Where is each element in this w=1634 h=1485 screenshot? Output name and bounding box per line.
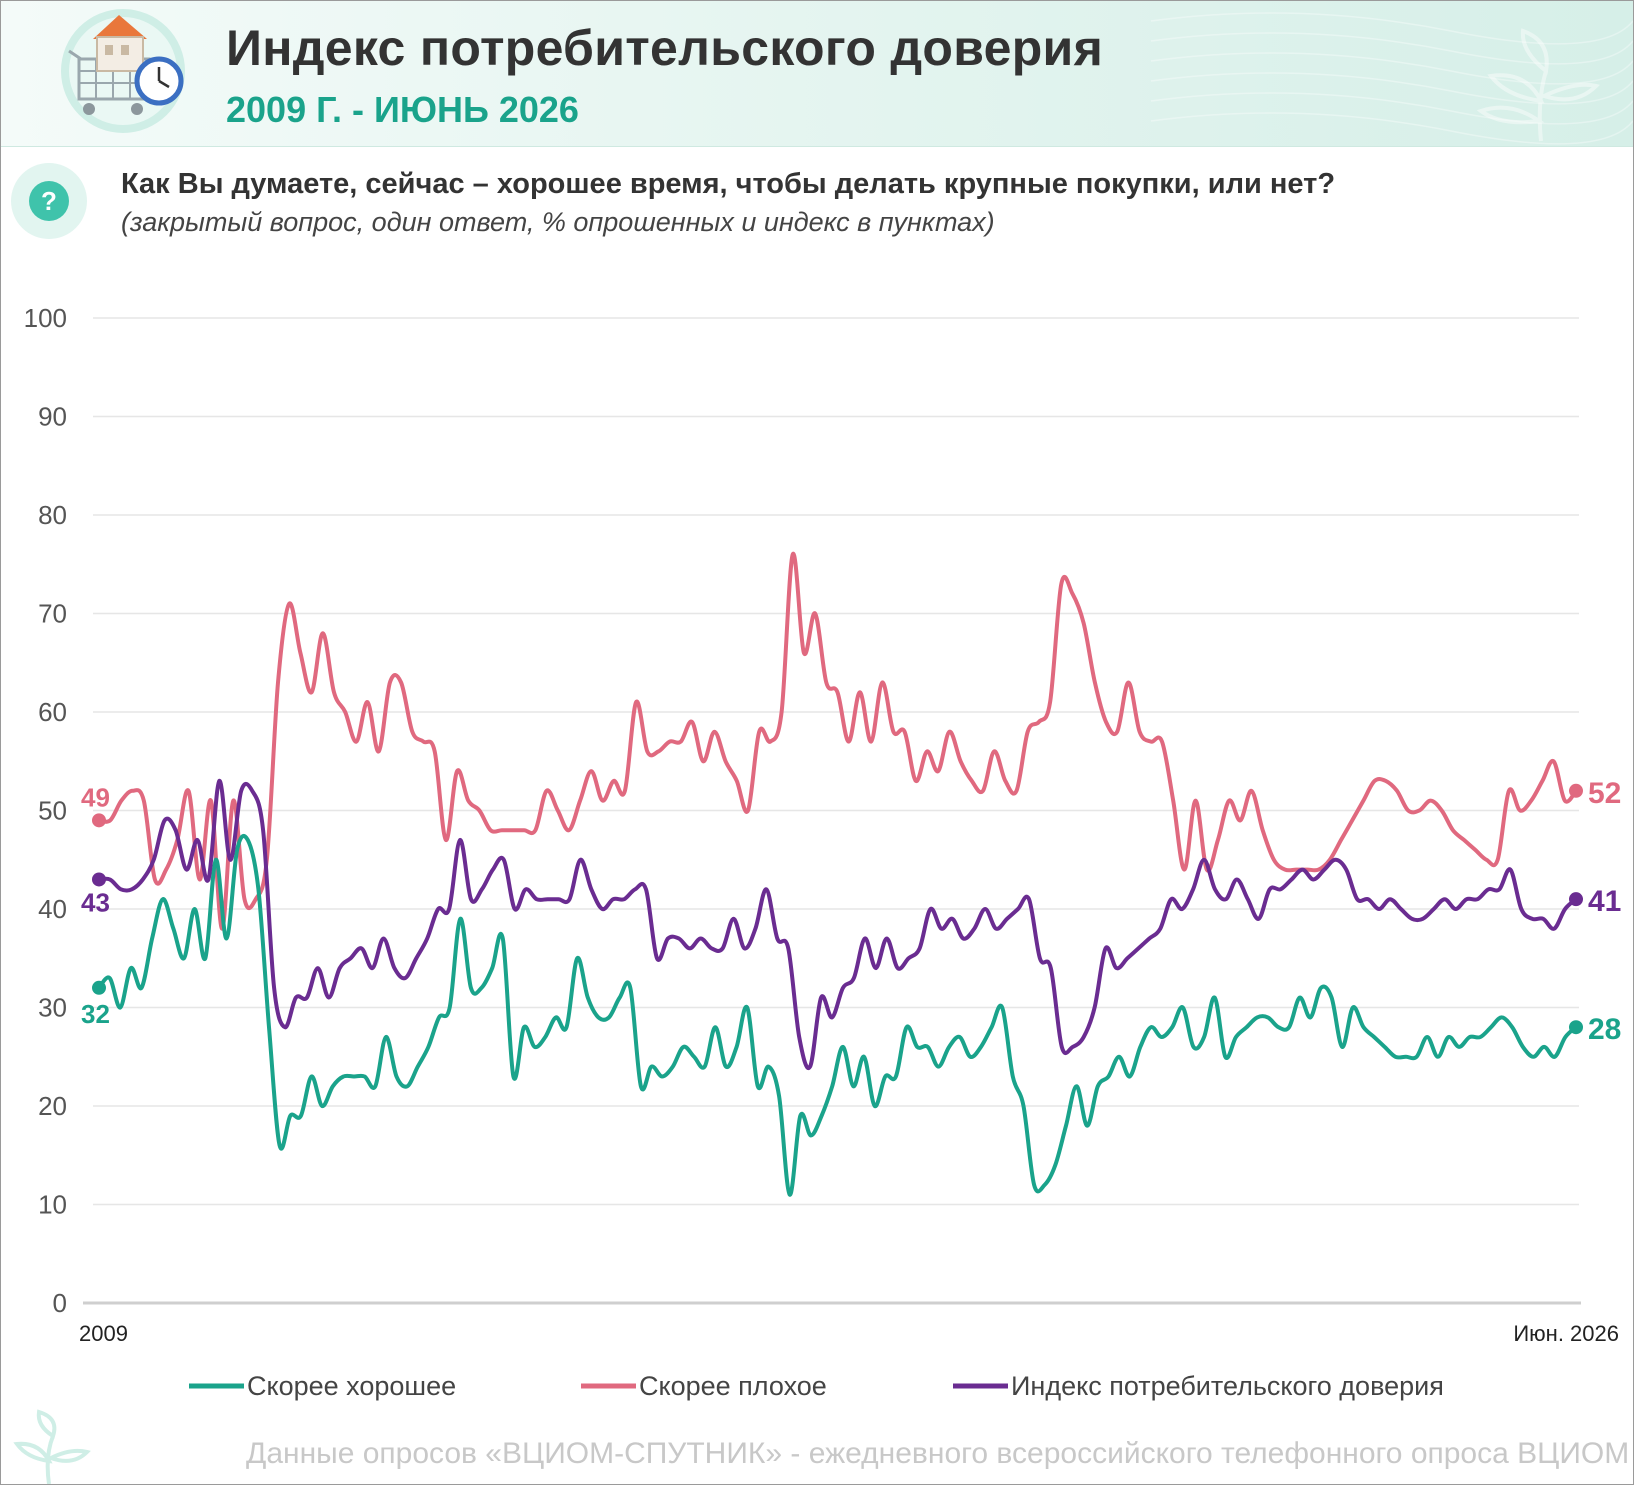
y-tick-label: 40 <box>38 894 67 924</box>
page-subtitle: 2009 Г. - ИЮНЬ 2026 <box>226 89 579 130</box>
series-start-point <box>92 813 106 828</box>
y-tick-label: 90 <box>38 402 67 432</box>
page-title: Индекс потребительского доверия <box>226 20 1104 76</box>
series-end-point <box>1569 1020 1583 1035</box>
y-tick-label: 100 <box>24 303 67 333</box>
question-text: Как Вы думаете, сейчас – хорошее время, … <box>121 168 1336 200</box>
leaf-decoration-icon <box>1476 28 1600 142</box>
leaf-decoration-icon <box>13 1409 91 1484</box>
series-start-label: 32 <box>81 999 110 1029</box>
x-tick-label-end: Июн. 2026 <box>1513 1321 1619 1346</box>
series-end-label: 52 <box>1588 777 1621 810</box>
y-axis-ticks: 0 10 20 30 40 50 60 70 80 90 100 <box>24 303 67 1318</box>
legend-label: Скорее хорошее <box>247 1371 456 1401</box>
y-tick-label: 70 <box>38 599 67 629</box>
series-line-2 <box>98 778 1578 1071</box>
header-decoration <box>61 9 1633 145</box>
series-end-point <box>1569 783 1583 798</box>
question-icon: ? <box>11 163 87 239</box>
y-tick-label: 20 <box>38 1091 67 1121</box>
series-start-label: 49 <box>81 782 110 812</box>
house-cart-clock-icon <box>61 9 185 133</box>
series-end-point <box>1569 892 1583 907</box>
series-line-0 <box>97 833 1578 1197</box>
y-tick-label: 10 <box>38 1190 67 1220</box>
legend-item-2: Индекс потребительского доверия <box>953 1371 1444 1401</box>
series-start-label: 43 <box>81 887 110 917</box>
series-lines: 49 52 32 28 43 41 <box>81 552 1621 1197</box>
y-tick-label: 50 <box>38 796 67 826</box>
wave-pattern <box>1150 12 1633 145</box>
source-note: Данные опросов «ВЦИОМ-СПУТНИК» - ежеднев… <box>246 1437 1630 1470</box>
legend-item-0: Скорее хорошее <box>189 1371 456 1401</box>
y-tick-label: 60 <box>38 697 67 727</box>
series-start-point <box>92 872 106 887</box>
svg-text:?: ? <box>41 186 57 216</box>
legend-label: Индекс потребительского доверия <box>1011 1371 1444 1401</box>
legend-item-1: Скорее плохое <box>581 1371 827 1401</box>
line-chart: 0 10 20 30 40 50 60 70 80 90 100 2009 Июн. 2026 49… <box>24 303 1622 1401</box>
series-line-1 <box>98 552 1578 931</box>
y-tick-label: 0 <box>53 1288 67 1318</box>
series-end-label: 41 <box>1588 885 1621 918</box>
header-banner: Индекс потребительского доверия 2009 Г. … <box>1 1 1633 147</box>
legend-label: Скорее плохое <box>639 1371 827 1401</box>
question-note: (закрытый вопрос, один ответ, % опрошенн… <box>121 207 995 237</box>
grid <box>93 317 1579 1206</box>
y-tick-label: 80 <box>38 500 67 530</box>
x-tick-label-start: 2009 <box>79 1321 128 1346</box>
series-start-point <box>92 980 106 995</box>
series-end-label: 28 <box>1588 1013 1621 1046</box>
y-tick-label: 30 <box>38 993 67 1023</box>
legend: Скорее хорошее Скорее плохое Индекс потреб… <box>189 1371 1444 1401</box>
